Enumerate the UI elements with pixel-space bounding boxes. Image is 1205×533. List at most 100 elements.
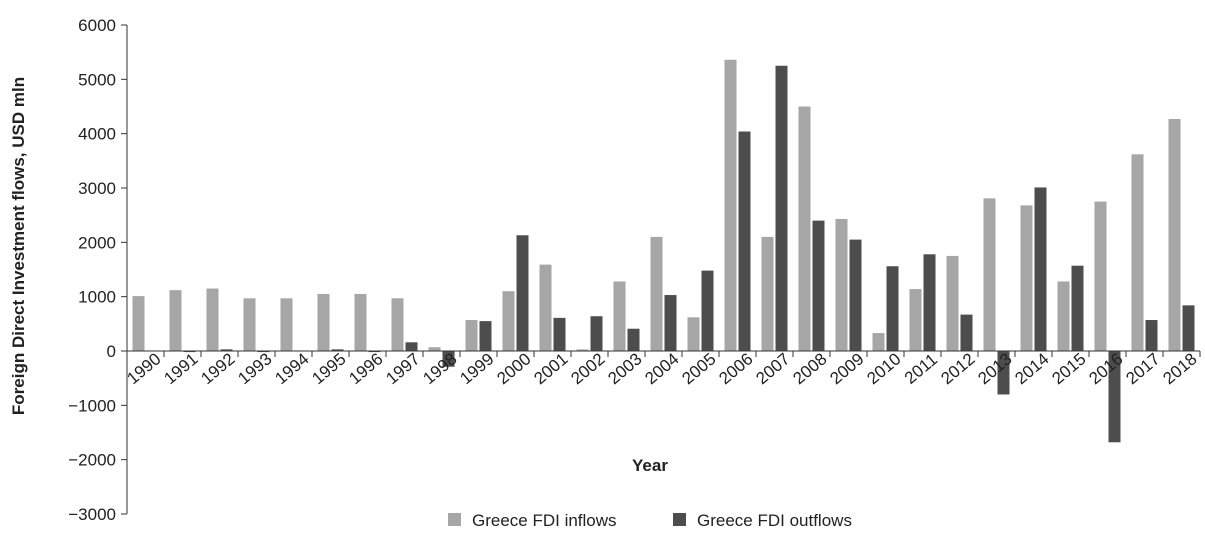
bar-inflows-1998 [428, 347, 441, 351]
x-tick-label-1993: 1993 [234, 349, 275, 388]
x-tick-label-2011: 2011 [901, 350, 941, 388]
y-tick-label: 0 [107, 342, 116, 361]
bar-outflows-2018 [1182, 305, 1195, 351]
x-tick-label-2012: 2012 [937, 349, 978, 388]
x-tick-label-2017: 2017 [1122, 349, 1163, 388]
bar-inflows-1999 [465, 320, 478, 351]
x-tick-label-2006: 2006 [715, 349, 756, 388]
bar-inflows-2001 [539, 264, 552, 351]
bar-inflows-2013 [983, 198, 996, 351]
x-tick-label-1990: 1990 [123, 349, 164, 388]
y-tick-label: −2000 [68, 451, 116, 470]
x-tick-label-1992: 1992 [197, 349, 238, 388]
bar-outflows-1992 [220, 349, 233, 351]
x-tick-labels: 1990199119921993199419951996199719981999… [123, 349, 1200, 388]
bar-outflows-2005 [701, 270, 714, 351]
x-tick-label-2004: 2004 [641, 349, 682, 388]
bar-inflows-2008 [798, 106, 811, 351]
x-tick-label-1996: 1996 [345, 349, 386, 388]
legend-swatch-inflows [448, 513, 461, 526]
y-tick-label: 1000 [78, 288, 116, 307]
bar-outflows-2016 [1108, 351, 1121, 443]
bar-outflows-2009 [849, 239, 862, 351]
bar-inflows-2012 [946, 255, 959, 351]
bar-outflows-2015 [1071, 265, 1084, 351]
y-tick-label: 4000 [78, 125, 116, 144]
legend-label-inflows: Greece FDI inflows [472, 511, 617, 530]
x-tick-label-2000: 2000 [493, 349, 534, 388]
bar-outflows-1991 [183, 351, 196, 353]
bar-inflows-2014 [1020, 205, 1033, 351]
x-tick-label-2005: 2005 [678, 349, 719, 388]
bar-inflows-2002 [576, 349, 589, 351]
bar-inflows-2010 [872, 333, 885, 351]
bar-outflows-1995 [331, 349, 344, 351]
bar-inflows-2007 [761, 236, 774, 351]
bar-outflows-2010 [886, 266, 899, 351]
bar-inflows-2015 [1057, 281, 1070, 351]
bar-outflows-1993 [257, 351, 270, 353]
bar-inflows-2016 [1094, 201, 1107, 351]
bar-outflows-1997 [405, 342, 418, 351]
bar-inflows-2000 [502, 291, 515, 351]
bar-inflows-2018 [1168, 119, 1181, 351]
bar-outflows-2003 [627, 328, 640, 351]
x-tick-label-2003: 2003 [604, 349, 645, 388]
x-tick-label-2007: 2007 [752, 349, 793, 388]
y-tick-labels: −3000 −2000 −1000 0 1000 2000 3000 4000 5000 6000 [68, 16, 116, 524]
bar-inflows-1990 [132, 296, 145, 351]
x-tick-label-1991: 1991 [160, 349, 201, 388]
bar-inflows-2009 [835, 218, 848, 351]
x-tick-label-2002: 2002 [567, 349, 608, 388]
x-tick-label-2018: 2018 [1159, 349, 1200, 388]
bar-outflows-2013 [997, 351, 1010, 395]
y-axis-title: Foreign Direct Investment flows, USD mln [9, 77, 28, 415]
bar-outflows-2017 [1145, 320, 1158, 351]
bar-outflows-2007 [775, 65, 788, 351]
bar-outflows-1999 [479, 321, 492, 351]
bar-inflows-1995 [317, 293, 330, 351]
legend: Greece FDI inflows Greece FDI outflows [448, 511, 852, 530]
bar-outflows-2012 [960, 314, 973, 351]
bar-outflows-2000 [516, 235, 529, 351]
bar-inflows-2005 [687, 317, 700, 351]
bar-inflows-1997 [391, 298, 404, 351]
x-tick-label-1994: 1994 [271, 349, 312, 388]
x-tick-label-1997: 1997 [382, 349, 423, 388]
bar-inflows-1993 [243, 298, 256, 351]
bar-inflows-2004 [650, 236, 663, 351]
y-tick-label: 6000 [78, 16, 116, 35]
bar-outflows-2014 [1034, 187, 1047, 351]
bar-outflows-2001 [553, 317, 566, 351]
bar-inflows-2003 [613, 281, 626, 351]
y-tick-label: 3000 [78, 179, 116, 198]
x-tick-label-2015: 2015 [1048, 349, 1089, 388]
bar-inflows-1992 [206, 288, 219, 351]
bar-inflows-2006 [724, 59, 737, 352]
bar-inflows-2011 [909, 289, 922, 351]
x-tick-label-2008: 2008 [789, 349, 830, 388]
bar-outflows-2006 [738, 131, 751, 351]
x-tick-label-2009: 2009 [826, 349, 867, 388]
bar-inflows-1996 [354, 293, 367, 351]
y-tick-label: 5000 [78, 70, 116, 89]
legend-swatch-outflows [673, 513, 686, 526]
bar-inflows-1994 [280, 298, 293, 351]
bar-outflows-2011 [923, 254, 936, 351]
x-tick-label-1995: 1995 [308, 349, 349, 388]
axes-layer [121, 24, 1201, 515]
x-tick-label-2010: 2010 [863, 349, 904, 388]
bar-inflows-1991 [169, 290, 182, 351]
bar-outflows-1998 [442, 351, 455, 367]
y-tick-label: −1000 [68, 396, 116, 415]
bars-layer [132, 59, 1195, 443]
bar-outflows-2002 [590, 316, 603, 351]
x-tick-label-2001: 2001 [530, 349, 571, 388]
legend-label-outflows: Greece FDI outflows [697, 511, 852, 530]
y-tick-label: −3000 [68, 505, 116, 524]
bar-inflows-2017 [1131, 154, 1144, 351]
bar-outflows-2004 [664, 295, 677, 351]
x-tick-label-2014: 2014 [1011, 349, 1052, 388]
x-tick-label-1999: 1999 [456, 349, 497, 388]
